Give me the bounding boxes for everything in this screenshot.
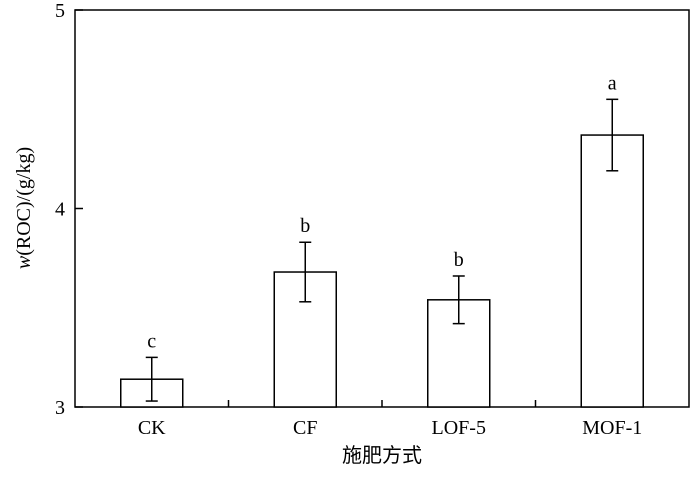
x-category-label: MOF-1 (582, 417, 642, 439)
y-axis-title: w(ROC)/(g/kg) (13, 147, 35, 269)
significance-label: b (300, 215, 310, 237)
y-axis-title-rest: (ROC)/(g/kg) (13, 147, 35, 256)
x-category-label: LOF-5 (432, 417, 486, 439)
x-category-label: CF (293, 417, 317, 439)
x-category-label: CK (138, 417, 166, 439)
y-axis-title-italic: w (13, 255, 35, 269)
y-tick-label: 4 (55, 199, 65, 221)
y-axis-ticks: 3 4 5 (55, 0, 83, 419)
significance-label: c (147, 330, 156, 352)
bar-mof-1 (580, 134, 644, 408)
significance-label: b (454, 249, 464, 271)
significance-labels-group: c b b a (147, 72, 617, 352)
y-tick-label: 5 (55, 0, 65, 22)
error-bars-group (145, 98, 619, 402)
significance-label: a (608, 72, 617, 94)
x-axis-title: 施肥方式 (342, 444, 422, 467)
y-tick-label: 3 (55, 397, 65, 419)
x-axis-ticks: CK CF LOF-5 MOF-1 (138, 400, 642, 439)
bars-group (120, 134, 644, 408)
